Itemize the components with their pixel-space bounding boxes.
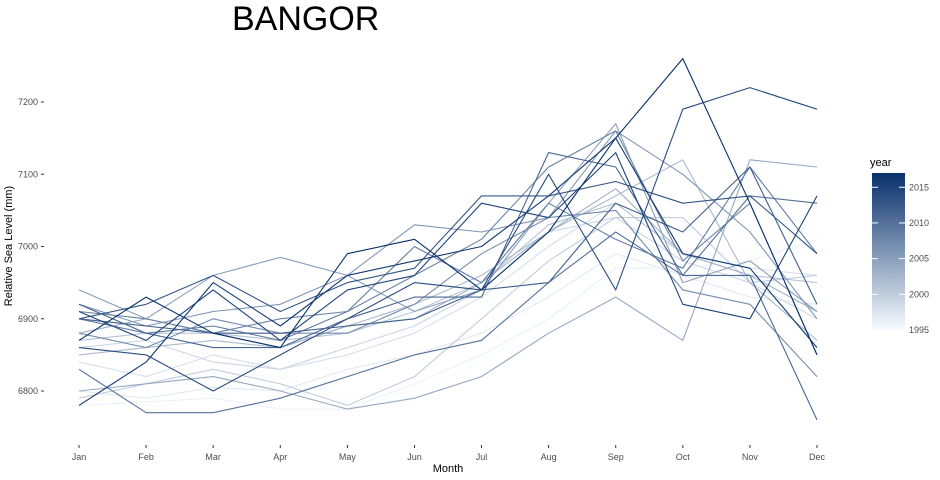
x-tick-label: Apr: [273, 452, 287, 462]
series-line-2000: [78, 217, 818, 406]
series-line-1995: [78, 245, 818, 399]
series-line-2015: [78, 152, 818, 341]
y-tick-label: 6900: [18, 314, 38, 324]
series-line-2005: [78, 123, 818, 320]
y-tick-label: 7000: [18, 242, 38, 252]
legend-tick-label: 2015: [909, 182, 929, 192]
series-line-2017: [78, 58, 818, 356]
x-tick-label: May: [339, 452, 357, 462]
series-line-1996: [78, 238, 818, 410]
series-line-2002: [78, 159, 818, 356]
x-tick-label: Sep: [608, 452, 624, 462]
series-line-2011: [78, 152, 818, 421]
x-tick-label: Nov: [742, 452, 759, 462]
y-axis-title: Relative Sea Level (mm): [3, 186, 15, 306]
y-tick-label: 7200: [18, 97, 38, 107]
x-tick-label: Aug: [541, 452, 557, 462]
x-axis-title: Month: [433, 463, 464, 475]
legend-tick-label: 2000: [909, 289, 929, 299]
x-tick-label: Mar: [205, 452, 221, 462]
y-tick-label: 7100: [18, 169, 38, 179]
series-line-2008: [78, 130, 818, 356]
series-line-2004: [78, 159, 818, 410]
series-line-2001: [78, 202, 818, 341]
series-line-2012: [78, 166, 818, 334]
plot-lines: [78, 58, 818, 421]
legend-tick-label: 2010: [909, 218, 929, 228]
y-axis: 6800 6900 7000 7100 7200: [18, 97, 44, 396]
series-line-2006: [78, 130, 818, 327]
series-line-2010: [78, 195, 818, 414]
x-tick-label: Jul: [476, 452, 488, 462]
x-tick-label: Oct: [676, 452, 691, 462]
series-line-2013: [78, 180, 818, 320]
series-line-1999: [78, 217, 818, 370]
legend-tick-label: 1995: [909, 325, 929, 335]
x-tick-label: Dec: [809, 452, 826, 462]
x-tick-label: Jan: [72, 452, 87, 462]
legend-tick-label: 2005: [909, 254, 929, 264]
y-tick-label: 6800: [18, 386, 38, 396]
chart-title: BANGOR: [232, 0, 379, 38]
legend-title: year: [870, 157, 892, 169]
legend-ticks: 1995 2000 2005 2010 2015: [872, 182, 929, 335]
series-line-2016: [78, 137, 818, 406]
x-tick-label: Feb: [138, 452, 154, 462]
series-line-2007: [78, 209, 818, 377]
legend: year 1995 2000 2005 2010 2015: [870, 157, 929, 335]
legend-colorbar: [872, 173, 905, 330]
series-line-2014: [78, 87, 818, 392]
x-axis: Jan Feb Mar Apr May Jun Jul Aug Sep Oct Nov Dec: [72, 445, 826, 462]
x-tick-label: Jun: [407, 452, 422, 462]
